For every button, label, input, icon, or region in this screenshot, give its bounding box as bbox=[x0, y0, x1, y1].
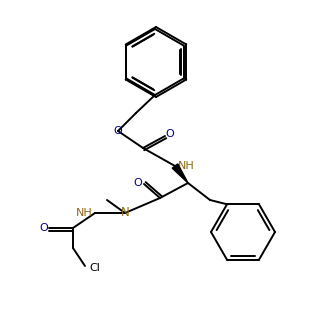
Text: NH: NH bbox=[178, 161, 195, 171]
Text: Cl: Cl bbox=[89, 263, 100, 273]
Text: O: O bbox=[114, 126, 122, 136]
Text: N: N bbox=[121, 206, 129, 220]
Text: NH: NH bbox=[76, 208, 93, 218]
Text: O: O bbox=[166, 129, 174, 139]
Text: O: O bbox=[39, 223, 49, 233]
Polygon shape bbox=[172, 164, 188, 183]
Text: O: O bbox=[134, 178, 142, 188]
